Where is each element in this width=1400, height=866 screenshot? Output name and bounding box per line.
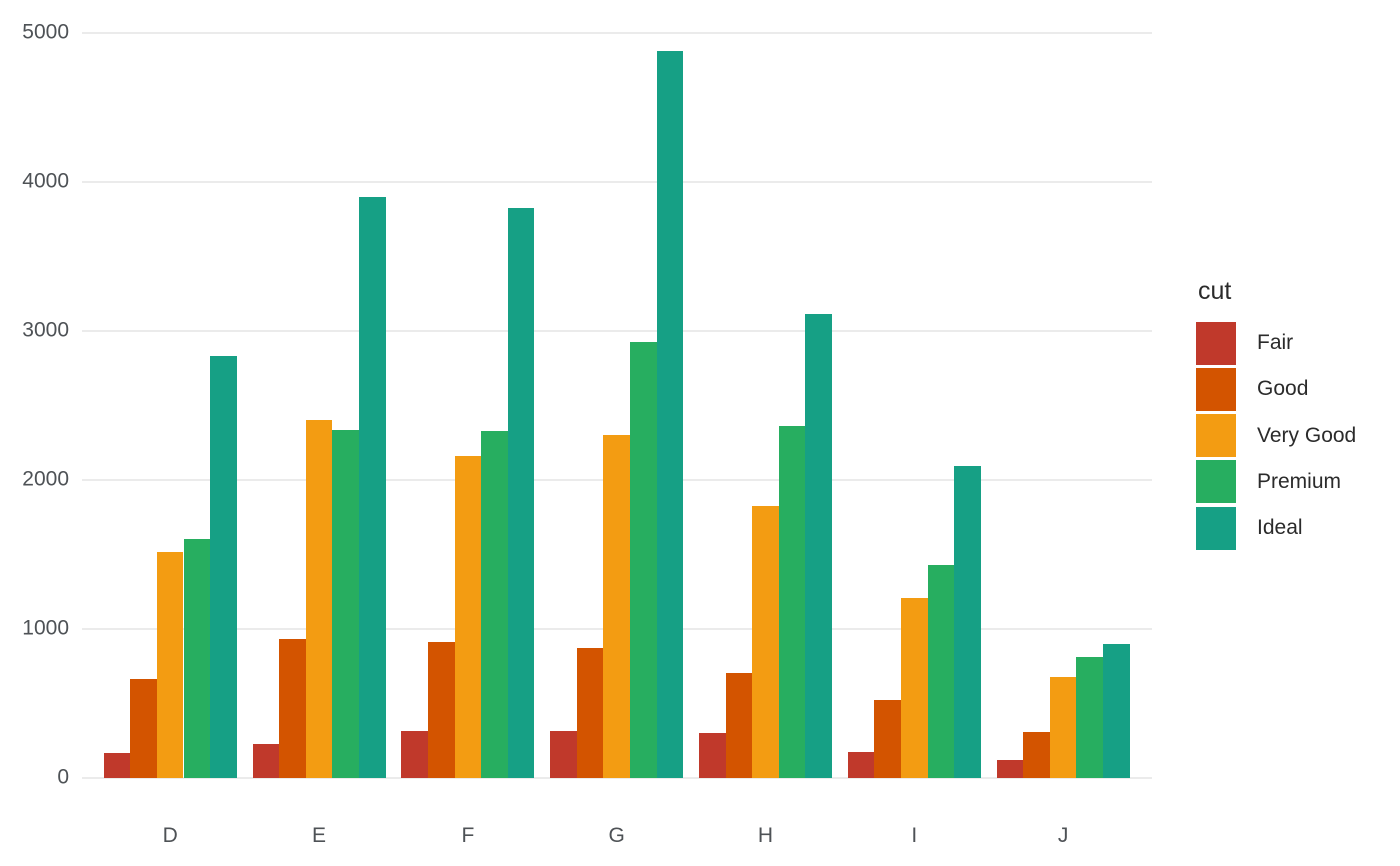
grid-line-0 (82, 776, 1152, 779)
bar-D-Good[interactable] (130, 679, 157, 778)
bar-F-Very-Good[interactable] (454, 455, 482, 778)
legend-label-Fair: Fair (1257, 331, 1294, 354)
legend-swatch-Good (1196, 367, 1236, 411)
y-tick-label-3000: 3000 (22, 318, 69, 342)
grid-line-4000 (82, 181, 1152, 184)
legend-label-Very-Good: Very Good (1257, 423, 1357, 447)
grid-line-5000 (82, 32, 1152, 35)
bar-H-Good[interactable] (725, 673, 753, 778)
bar-J-Very-Good[interactable] (1049, 676, 1077, 778)
x-tick-label-J: J (1057, 824, 1069, 847)
bar-J-Premium[interactable] (1076, 657, 1104, 778)
bar-H-Premium[interactable] (778, 426, 806, 778)
bar-G-Fair[interactable] (550, 730, 577, 778)
bar-G-Good[interactable] (576, 648, 604, 778)
x-tick-label-D: D (162, 824, 178, 847)
bar-G-Premium[interactable] (629, 342, 657, 778)
grid-line-3000 (82, 330, 1152, 333)
bar-I-Fair[interactable] (847, 751, 875, 778)
x-tick-label-I: I (911, 824, 918, 847)
bar-I-Ideal[interactable] (954, 466, 981, 778)
bar-D-Ideal[interactable] (210, 355, 237, 778)
bar-F-Good[interactable] (427, 642, 455, 778)
x-tick-label-E: E (312, 824, 327, 847)
bar-J-Fair[interactable] (996, 759, 1024, 778)
bar-D-Premium[interactable] (183, 539, 211, 778)
bar-E-Good[interactable] (279, 638, 306, 778)
bar-E-Ideal[interactable] (358, 196, 386, 778)
bar-D-Very-Good[interactable] (156, 552, 184, 778)
legend-swatch-Very-Good (1196, 414, 1236, 458)
bar-E-Very-Good[interactable] (305, 420, 333, 778)
bar-I-Premium[interactable] (927, 565, 955, 778)
bar-G-Ideal[interactable] (656, 50, 684, 778)
legend-label-Ideal: Ideal (1257, 516, 1303, 540)
bar-E-Fair[interactable] (252, 744, 280, 778)
bar-E-Premium[interactable] (332, 429, 359, 778)
x-tick-label-G: G (608, 824, 625, 847)
y-tick-label-1000: 1000 (22, 616, 69, 640)
bar-I-Very-Good[interactable] (901, 598, 928, 778)
bar-H-Ideal[interactable] (805, 313, 832, 778)
legend-title: cut (1198, 277, 1232, 305)
x-tick-label-H: H (757, 824, 774, 847)
legend-label-Premium: Premium (1257, 469, 1342, 493)
x-tick-label-F: F (461, 824, 475, 847)
y-tick-label-4000: 4000 (22, 169, 69, 193)
bar-H-Very-Good[interactable] (752, 506, 779, 778)
legend-swatch-Fair (1196, 321, 1236, 365)
bar-I-Good[interactable] (874, 699, 902, 778)
bar-F-Fair[interactable] (401, 731, 428, 778)
bar-J-Good[interactable] (1023, 731, 1050, 778)
bar-D-Fair[interactable] (103, 753, 131, 778)
y-tick-label-5000: 5000 (22, 20, 69, 44)
y-tick-label-2000: 2000 (22, 467, 69, 491)
bar-H-Fair[interactable] (699, 732, 726, 778)
bar-F-Premium[interactable] (481, 430, 508, 778)
y-tick-label-0: 0 (57, 765, 69, 789)
bar-G-Very-Good[interactable] (603, 435, 630, 778)
bar-J-Ideal[interactable] (1103, 644, 1130, 778)
legend-swatch-Premium (1196, 460, 1236, 504)
bar-F-Ideal[interactable] (507, 208, 535, 778)
legend-label-Good: Good (1257, 377, 1309, 401)
legend-swatch-Ideal (1196, 506, 1236, 550)
